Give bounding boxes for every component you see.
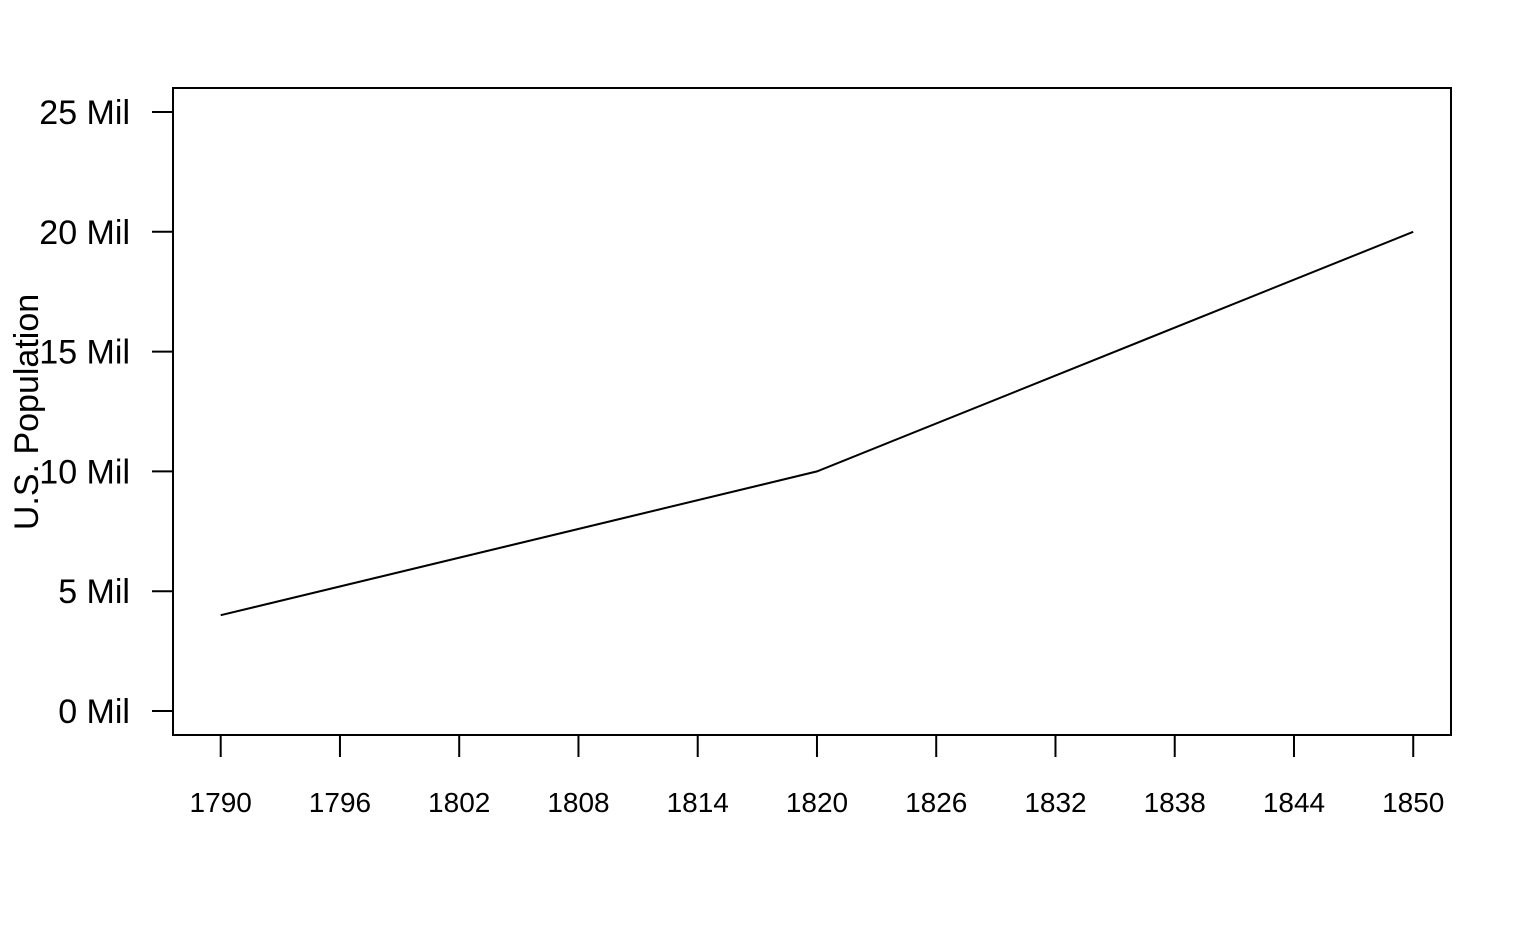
- plot-frame: [172, 87, 1452, 736]
- x-axis: 1790 1796 1802 1808 1814 1820 1826 1832 1838 1844…: [190, 734, 1444, 818]
- x-tick-label: 1796: [309, 787, 371, 818]
- x-tick-label: 1820: [786, 787, 848, 818]
- series-line-1: [220, 230, 1414, 617]
- y-tick-label: 15 Mil: [39, 334, 130, 372]
- y-axis: 0 Mil 5 Mil 10 Mil 15 Mil 20 Mil 25 Mil: [39, 94, 174, 731]
- x-tick-label: 1808: [547, 787, 609, 818]
- y-tick-label: 25 Mil: [39, 94, 130, 132]
- x-tick-label: 1790: [190, 787, 252, 818]
- y-tick-label: 20 Mil: [39, 214, 130, 252]
- x-tick-label: 1814: [667, 787, 729, 818]
- y-tick-label: 10 Mil: [39, 453, 130, 491]
- y-axis-title: U.S. Population: [8, 294, 46, 530]
- y-tick-label: 5 Mil: [58, 573, 130, 611]
- x-tick-label: 1844: [1263, 787, 1325, 818]
- y-tick-label: 0 Mil: [58, 693, 130, 731]
- series-layer: [220, 230, 1414, 617]
- x-tick-label: 1802: [428, 787, 490, 818]
- x-tick-label: 1826: [905, 787, 967, 818]
- x-tick-label: 1832: [1024, 787, 1086, 818]
- x-tick-label: 1850: [1382, 787, 1444, 818]
- x-tick-label: 1838: [1144, 787, 1206, 818]
